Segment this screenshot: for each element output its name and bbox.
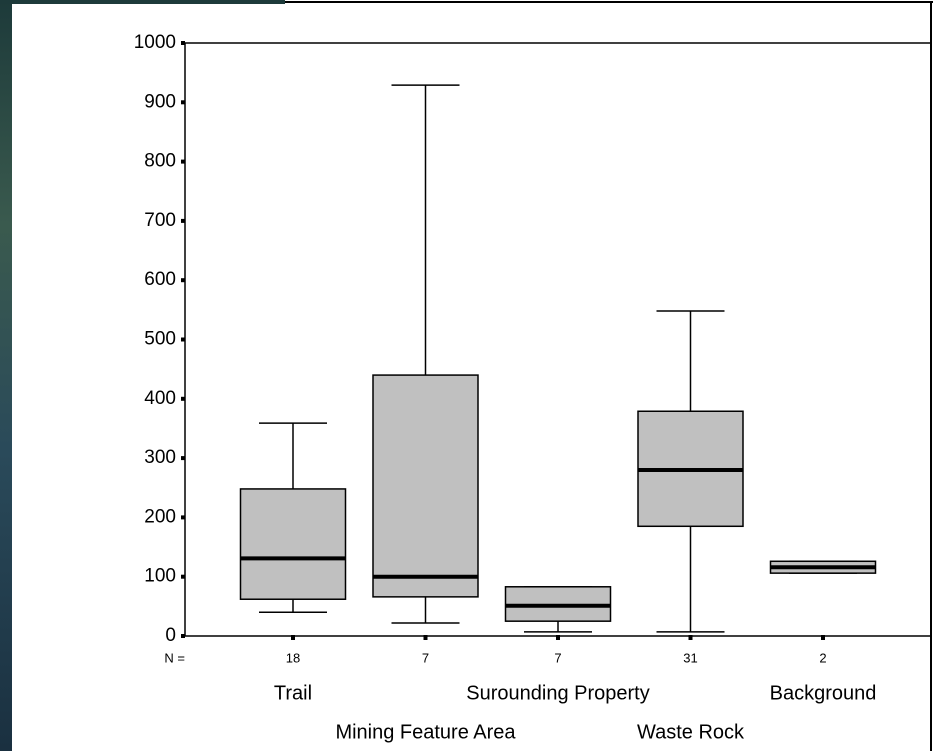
- y-tick-label: 300: [144, 447, 176, 468]
- y-tick: [181, 575, 185, 579]
- box: [373, 375, 478, 597]
- n-value: 2: [819, 650, 826, 665]
- y-tick: [181, 338, 185, 342]
- n-value: 7: [554, 650, 561, 665]
- y-tick-label: 700: [144, 210, 176, 231]
- n-value: 31: [683, 650, 697, 665]
- y-tick-label: 1000: [134, 32, 176, 53]
- x-tick: [821, 635, 825, 640]
- x-tick: [424, 635, 428, 640]
- y-tick: [181, 278, 185, 282]
- y-tick-label: 200: [144, 506, 176, 527]
- y-tick-label: 400: [144, 388, 176, 409]
- y-tick: [181, 160, 185, 164]
- y-tick: [181, 41, 185, 45]
- y-tick: [181, 219, 185, 223]
- x-tick-label: Mining Feature Area: [335, 721, 516, 743]
- y-tick-label: 500: [144, 329, 176, 350]
- n-value: 7: [422, 650, 429, 665]
- x-tick-label: Surounding Property: [466, 682, 649, 704]
- background-strip: [0, 0, 12, 751]
- y-tick-label: 800: [144, 151, 176, 172]
- y-tick-label: 900: [144, 91, 176, 112]
- y-tick-label: 0: [165, 625, 176, 646]
- x-tick: [291, 635, 295, 640]
- y-tick: [181, 100, 185, 104]
- x-tick-label: Waste Rock: [637, 721, 745, 743]
- box: [241, 489, 346, 599]
- chart: N = 0 100 200 300 400 500 600 700 800 900 1000 18 Tr…: [0, 0, 933, 751]
- n-label: N =: [164, 650, 185, 665]
- x-tick: [689, 635, 693, 640]
- x-tick: [556, 635, 560, 640]
- n-value: 18: [286, 650, 300, 665]
- x-tick-label: Background: [770, 682, 877, 704]
- y-tick: [181, 456, 185, 460]
- y-tick: [181, 634, 185, 638]
- y-tick: [181, 515, 185, 519]
- x-tick-label: Trail: [274, 682, 312, 704]
- y-tick-label: 600: [144, 269, 176, 290]
- y-tick-label: 100: [144, 566, 176, 587]
- background-strip: [0, 0, 285, 4]
- y-tick: [181, 397, 185, 401]
